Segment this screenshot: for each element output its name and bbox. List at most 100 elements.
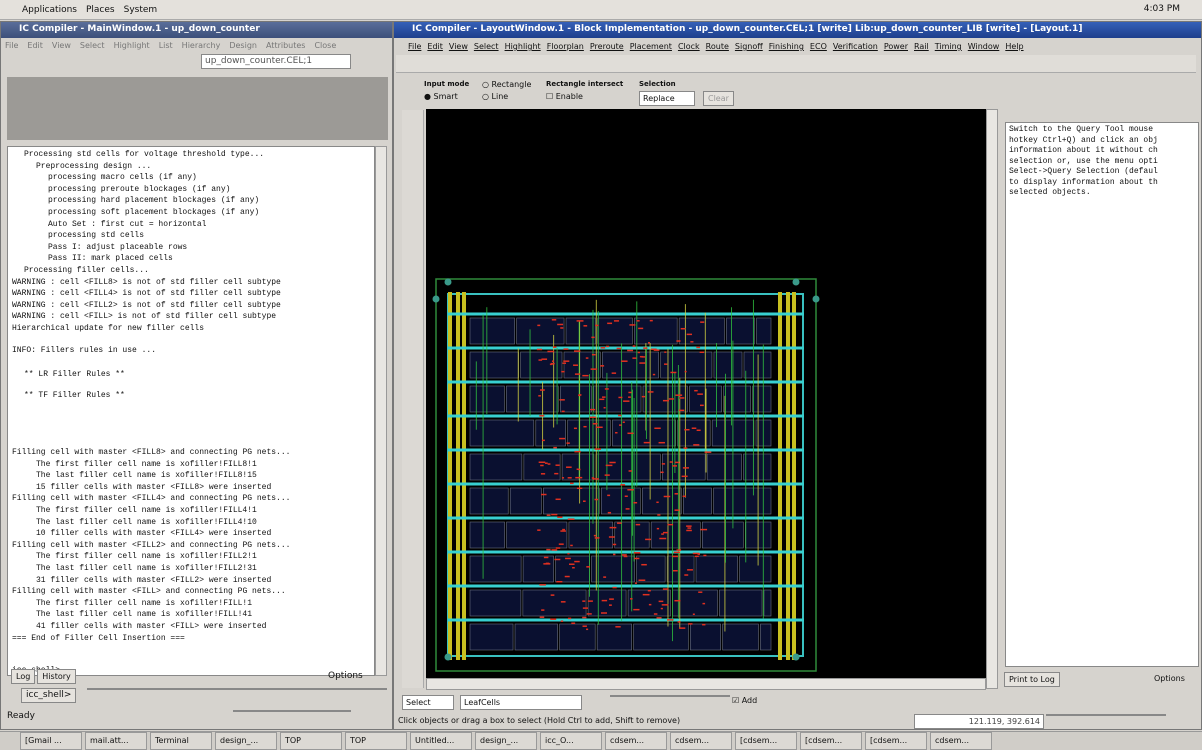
task-button[interactable]: Terminal	[150, 732, 212, 750]
menu-item[interactable]: Signoff	[734, 42, 763, 51]
options-button[interactable]: Options	[328, 671, 363, 681]
menu-item[interactable]: Clock	[677, 42, 700, 51]
task-button[interactable]: cdsem...	[670, 732, 732, 750]
menu-item[interactable]: Edit	[27, 41, 43, 50]
log-line: processing std cells	[48, 231, 145, 241]
menu-item[interactable]: Preroute	[589, 42, 624, 51]
log-line: Pass II: mark placed cells	[48, 254, 173, 264]
menu-item[interactable]: Placement	[629, 42, 672, 51]
menu-item[interactable]: Help	[1005, 42, 1024, 51]
menu-item[interactable]: ECO	[809, 42, 827, 51]
layout-shape	[624, 495, 628, 498]
tab[interactable]: Log	[11, 669, 36, 684]
shell-input[interactable]	[87, 688, 387, 690]
task-button[interactable]: [cdsem...	[865, 732, 927, 750]
task-button[interactable]: [Gmail ...	[20, 732, 82, 750]
design-field[interactable]: up_down_counter.CEL;1	[201, 54, 351, 69]
radio-line[interactable]: ○ Line	[482, 92, 509, 101]
main-window: IC Compiler - MainWindow.1 - up_down_cou…	[0, 21, 393, 730]
task-button[interactable]: icc_O...	[540, 732, 602, 750]
options-button[interactable]: Options	[1154, 674, 1185, 683]
print-to-log[interactable]: Print to Log	[1004, 672, 1060, 687]
tab[interactable]: History	[37, 669, 76, 684]
menu-item[interactable]: View	[51, 41, 71, 50]
add-check[interactable]: ☑ Add	[732, 696, 758, 705]
layout-shape	[536, 348, 543, 351]
menu-item[interactable]: Edit	[427, 42, 443, 51]
menu-item[interactable]: Window	[967, 42, 1000, 51]
menu-item[interactable]: Design	[229, 41, 257, 50]
menu-item[interactable]: Hierarchy	[181, 41, 221, 50]
task-button[interactable]: design_...	[215, 732, 277, 750]
task-button[interactable]: mail.att...	[85, 732, 147, 750]
label: Rectangle	[491, 80, 532, 89]
top-menu[interactable]: System	[123, 4, 158, 15]
menu-item[interactable]: Attributes	[265, 41, 306, 50]
layout-shape	[586, 566, 590, 568]
menu-item[interactable]: Route	[705, 42, 729, 51]
task-button[interactable]: TOP	[280, 732, 342, 750]
taskbar: [Gmail ... mail.att... Terminal design_... T…	[0, 731, 1202, 750]
menu-item[interactable]: Highlight	[504, 42, 541, 51]
layout-shape	[569, 563, 575, 565]
radio-smart[interactable]: ● Smart	[424, 92, 458, 101]
menu-item[interactable]: Power	[883, 42, 908, 51]
layout-shape	[719, 589, 763, 617]
menu-item[interactable]: Timing	[934, 42, 962, 51]
clear-button[interactable]: Clear	[703, 91, 734, 106]
menu-item[interactable]: Rail	[914, 42, 929, 51]
layout-shape	[567, 518, 575, 520]
select-combo[interactable]: Select	[402, 695, 454, 710]
task-button[interactable]: TOP	[345, 732, 407, 750]
layout-shape	[469, 555, 522, 583]
layout-canvas[interactable]	[426, 109, 986, 689]
check-enable[interactable]: ☐ Enable	[546, 92, 583, 101]
log-line: The last filler cell name is xofiller!FI…	[36, 471, 257, 481]
log-line: Filling cell with master <FILL8> and con…	[12, 448, 291, 457]
query-panel: Switch to the Query Tool mouse hotkey Ctr…	[1005, 122, 1199, 667]
layout-shape	[520, 351, 563, 379]
menu-item[interactable]: Verification	[832, 42, 878, 51]
task-button[interactable]: Untitled...	[410, 732, 472, 750]
menu-item[interactable]: Floorplan	[546, 42, 584, 51]
replace-select[interactable]: Replace	[639, 91, 695, 106]
layout-shape	[686, 529, 692, 532]
top-menu[interactable]: Applications	[22, 4, 77, 15]
task-button[interactable]: cdsem...	[930, 732, 992, 750]
menu-item[interactable]: Highlight	[113, 41, 150, 50]
layout-shape	[540, 473, 546, 475]
menu-item[interactable]: List	[158, 41, 173, 50]
layout-shape	[549, 363, 553, 366]
task-button[interactable]: [cdsem...	[800, 732, 862, 750]
menu-item[interactable]: Close	[314, 41, 337, 50]
window-title: IC Compiler - LayoutWindow.1 - Block Imp…	[394, 22, 1201, 38]
leafcells-combo[interactable]: LeafCells	[460, 695, 582, 710]
layout-shape	[538, 359, 543, 361]
top-menu[interactable]: Places	[85, 4, 115, 15]
layout-shape	[660, 471, 664, 474]
log-line: ** LR Filler Rules **	[24, 370, 125, 379]
layout-shape	[585, 357, 589, 359]
query-line: selected objects.	[1009, 188, 1091, 197]
menu-item[interactable]: File	[5, 41, 19, 50]
layout-shape	[563, 351, 601, 379]
menu-item[interactable]: View	[448, 42, 468, 51]
menu-item[interactable]: Select	[79, 41, 105, 50]
layout-shape	[663, 495, 671, 498]
task-button[interactable]: cdsem...	[605, 732, 667, 750]
radio-rectangle[interactable]: ○ Rectangle	[482, 80, 532, 89]
filter-field[interactable]	[610, 695, 730, 697]
layout-shape	[615, 431, 618, 434]
menu-item[interactable]: Select	[473, 42, 499, 51]
menu-item[interactable]: Finishing	[768, 42, 804, 51]
task-button[interactable]: [cdsem...	[735, 732, 797, 750]
layout-shape	[591, 353, 596, 356]
log-line: The first filler cell name is xofiller!F…	[36, 598, 253, 608]
layout-shape	[456, 292, 460, 660]
layout-shape	[642, 385, 688, 413]
layout-shape	[672, 555, 679, 558]
layout-shape	[561, 370, 565, 373]
layout-shape	[574, 450, 581, 453]
menu-item[interactable]: File	[408, 42, 422, 51]
task-button[interactable]: design_...	[475, 732, 537, 750]
